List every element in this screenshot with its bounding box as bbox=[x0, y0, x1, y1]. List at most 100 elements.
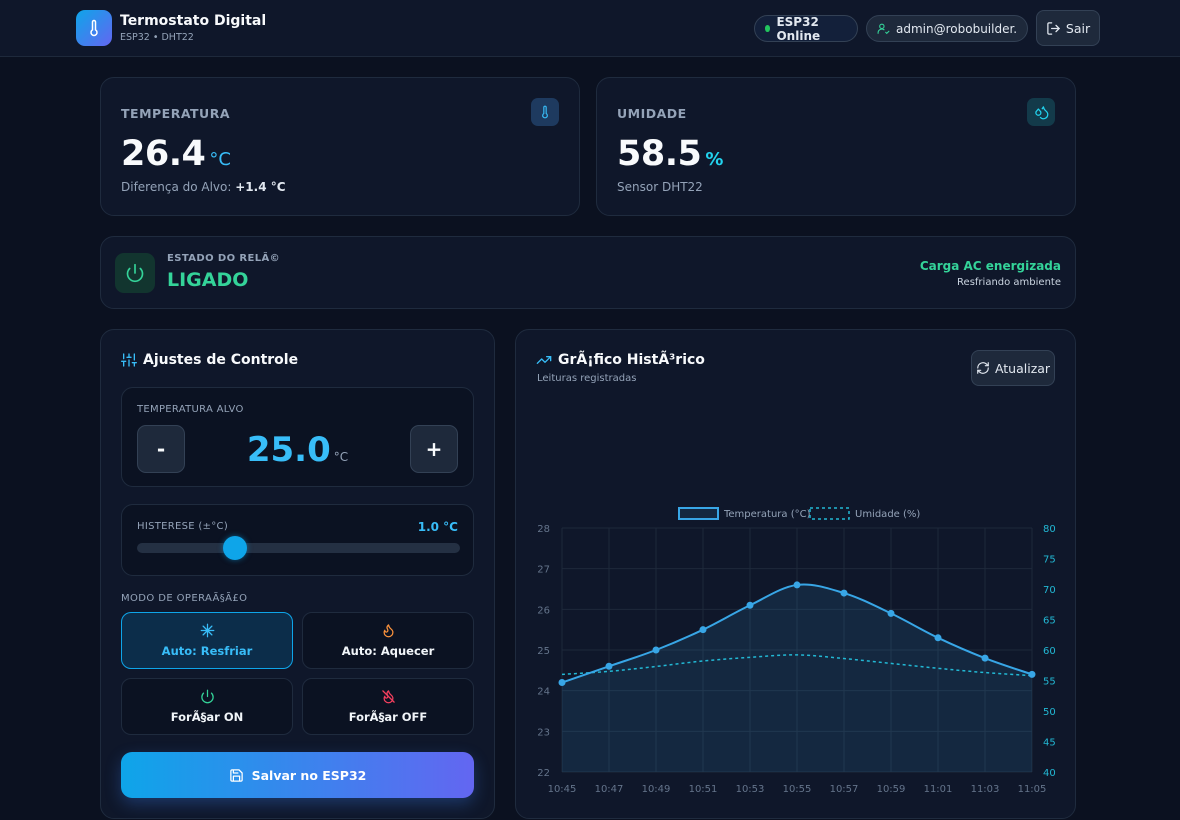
hysteresis-value: 1.0 °C bbox=[417, 520, 458, 534]
temperature-unit: °C bbox=[209, 149, 231, 170]
legend-humidity-swatch bbox=[809, 507, 850, 520]
humidity-sensor-note: Sensor DHT22 bbox=[617, 180, 703, 194]
decrease-target-button[interactable]: - bbox=[137, 425, 185, 473]
relay-status-card: ESTADO DO RELÃ© LIGADO Carga AC energiza… bbox=[100, 236, 1076, 309]
humidity-label: UMIDADE bbox=[617, 106, 687, 121]
logout-label: Sair bbox=[1065, 20, 1091, 36]
y-right-tick-label: 40 bbox=[1043, 768, 1056, 779]
x-tick-label: 10:51 bbox=[689, 784, 718, 795]
hysteresis-box: HISTERESE (±°C) 1.0 °C bbox=[121, 504, 474, 576]
target-difference-label: Diferença do Alvo: bbox=[121, 180, 232, 194]
temperature-point bbox=[840, 589, 848, 597]
droplets-icon bbox=[1027, 98, 1055, 126]
relay-mode-status: Resfriando ambiente bbox=[957, 277, 1061, 288]
x-tick-label: 10:57 bbox=[830, 784, 859, 795]
thermometer-logo-icon bbox=[76, 10, 112, 46]
y-left-tick-label: 24 bbox=[537, 687, 550, 698]
operation-mode-label: MODO DE OPERAÃ§Ã£O bbox=[121, 593, 248, 604]
y-right-tick-label: 65 bbox=[1043, 616, 1056, 627]
x-tick-label: 10:59 bbox=[877, 784, 906, 795]
save-button-label: Salvar no ESP32 bbox=[251, 767, 367, 783]
x-tick-label: 10:45 bbox=[548, 784, 577, 795]
temperature-point bbox=[981, 654, 989, 662]
save-to-esp32-button[interactable]: Salvar no ESP32 bbox=[121, 752, 474, 798]
x-tick-label: 10:53 bbox=[736, 784, 765, 795]
mode-auto-heat-button[interactable]: Auto: Aquecer bbox=[302, 612, 474, 669]
temperature-point bbox=[793, 581, 801, 589]
temperature-point bbox=[652, 646, 660, 654]
snowflake-icon bbox=[200, 623, 214, 638]
x-tick-label: 10:55 bbox=[783, 784, 812, 795]
target-temperature-unit: °C bbox=[333, 450, 349, 464]
status-dot-icon bbox=[765, 25, 771, 32]
temperature-point bbox=[934, 634, 942, 642]
relay-state: LIGADO bbox=[167, 269, 249, 291]
temperature-card: TEMPERATURA 26.4 °C Diferença do Alvo: +… bbox=[100, 77, 580, 216]
y-left-tick-label: 28 bbox=[537, 524, 550, 535]
refresh-icon bbox=[977, 362, 989, 374]
x-tick-label: 10:49 bbox=[642, 784, 671, 795]
temperature-point bbox=[558, 679, 566, 687]
control-settings-card: Ajustes de Controle TEMPERATURA ALVO 25.… bbox=[100, 329, 495, 819]
temperature-area bbox=[562, 584, 1032, 772]
mode-force-on-label: ForÃ§ar ON bbox=[170, 710, 244, 724]
y-right-tick-label: 45 bbox=[1043, 738, 1056, 749]
logout-icon bbox=[1047, 21, 1060, 35]
device-status-badge: ESP32 Online bbox=[754, 15, 858, 43]
mode-auto-heat-label: Auto: Aquecer bbox=[341, 644, 435, 658]
flame-off-icon bbox=[381, 690, 395, 704]
mode-auto-cool-button[interactable]: Auto: Resfriar bbox=[121, 612, 293, 669]
refresh-label: Atualizar bbox=[994, 360, 1051, 376]
user-badge[interactable]: admin@robobuilder... bbox=[866, 15, 1028, 42]
hysteresis-slider-thumb[interactable] bbox=[222, 536, 247, 560]
chart-title: GrÃ¡fico HistÃ³rico bbox=[536, 352, 705, 368]
user-email: admin@robobuilder... bbox=[896, 21, 1017, 36]
relay-load-status: Carga AC energizada bbox=[919, 259, 1061, 273]
relay-label: ESTADO DO RELÃ© bbox=[167, 253, 281, 264]
humidity-unit: % bbox=[705, 149, 724, 170]
x-tick-label: 11:05 bbox=[1018, 784, 1047, 795]
mode-auto-cool-label: Auto: Resfriar bbox=[161, 644, 253, 658]
target-temperature-label: TEMPERATURA ALVO bbox=[137, 404, 244, 415]
legend-temperature-swatch bbox=[678, 507, 719, 520]
y-right-tick-label: 80 bbox=[1043, 524, 1056, 535]
chart-title-text: GrÃ¡fico HistÃ³rico bbox=[558, 352, 705, 368]
temperature-point bbox=[699, 626, 707, 634]
target-difference-value: +1.4 °C bbox=[235, 180, 286, 194]
brand: Termostato Digital ESP32 • DHT22 bbox=[76, 10, 266, 46]
temperature-point bbox=[746, 601, 754, 609]
temperature-label: TEMPERATURA bbox=[121, 106, 231, 121]
save-icon bbox=[229, 768, 243, 782]
sliders-icon bbox=[121, 353, 137, 367]
app-title: Termostato Digital bbox=[120, 13, 267, 29]
y-left-tick-label: 26 bbox=[537, 605, 550, 616]
legend-humidity-label: Umidade (%) bbox=[855, 509, 920, 520]
y-left-tick-label: 22 bbox=[537, 768, 550, 779]
humidity-line bbox=[561, 654, 1033, 677]
history-chart-card: 22 23 24 25 26 27 28 40 45 50 55 60 65 70 75 80 10:45 10:… bbox=[515, 329, 1076, 819]
legend-temperature-label: Temperatura (°C) bbox=[723, 509, 811, 520]
temperature-value: 26.4 bbox=[121, 134, 206, 174]
temperature-point bbox=[887, 609, 895, 617]
y-left-tick-label: 23 bbox=[537, 727, 550, 738]
hysteresis-slider[interactable] bbox=[137, 536, 460, 560]
hysteresis-label: HISTERESE (±°C) bbox=[137, 521, 229, 532]
increase-target-button[interactable]: + bbox=[410, 425, 458, 473]
x-tick-label: 11:01 bbox=[924, 784, 953, 795]
app-subtitle: ESP32 • DHT22 bbox=[120, 32, 194, 43]
user-check-icon bbox=[877, 23, 890, 35]
top-bar: Termostato Digital ESP32 • DHT22 ESP32 O… bbox=[0, 0, 1180, 57]
control-settings-title: Ajustes de Controle bbox=[121, 352, 298, 368]
y-left-tick-label: 27 bbox=[537, 565, 550, 576]
refresh-button[interactable]: Atualizar bbox=[971, 350, 1055, 386]
y-left-tick-label: 25 bbox=[537, 646, 550, 657]
logout-button[interactable]: Sair bbox=[1036, 10, 1100, 46]
y-right-tick-label: 55 bbox=[1043, 677, 1056, 688]
y-right-tick-label: 70 bbox=[1043, 585, 1056, 596]
target-temperature-box: TEMPERATURA ALVO 25.0 °C - + bbox=[121, 387, 474, 487]
power-icon bbox=[115, 253, 155, 293]
mode-force-on-button[interactable]: ForÃ§ar ON bbox=[121, 678, 293, 735]
flame-icon bbox=[383, 624, 393, 638]
control-settings-title-text: Ajustes de Controle bbox=[143, 352, 299, 368]
mode-force-off-button[interactable]: ForÃ§ar OFF bbox=[302, 678, 474, 735]
